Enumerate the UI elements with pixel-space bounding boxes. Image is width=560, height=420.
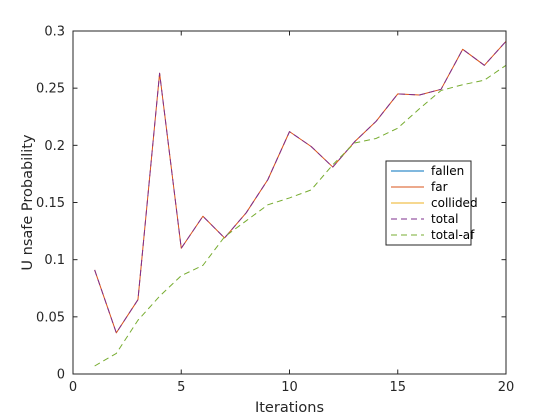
y-tick-label: 0.15 (36, 196, 65, 211)
legend-label-total-af: total-af (431, 228, 475, 242)
series-line-total-af (94, 64, 507, 367)
legend: fallen far collided total total-af (385, 160, 478, 246)
y-tick-label: 0.2 (44, 139, 65, 154)
legend-label-total: total (431, 212, 458, 226)
y-tick-label: 0.05 (36, 310, 65, 325)
x-tick-label: 15 (389, 380, 406, 395)
series-line-total (94, 40, 507, 334)
x-tick-label: 20 (498, 380, 515, 395)
x-tick-label: 0 (69, 380, 77, 395)
legend-label-far: far (431, 180, 448, 194)
legend-label-fallen: fallen (431, 164, 464, 178)
y-tick-label: 0 (57, 368, 65, 383)
axis-ticks: 0 5 10 15 20 0 0.05 0.1 0.15 0.2 0.25 0.3 (36, 25, 514, 396)
y-axis-label: U nsafe Probability (20, 134, 36, 271)
y-tick-label: 0.3 (44, 25, 65, 40)
x-tick-label: 10 (281, 380, 298, 395)
x-tick-label: 5 (177, 380, 185, 395)
y-tick-label: 0.1 (44, 253, 65, 268)
legend-label-collided: collided (431, 196, 478, 210)
x-axis-label: Iterations (255, 400, 324, 416)
y-tick-label: 0.25 (36, 82, 65, 97)
